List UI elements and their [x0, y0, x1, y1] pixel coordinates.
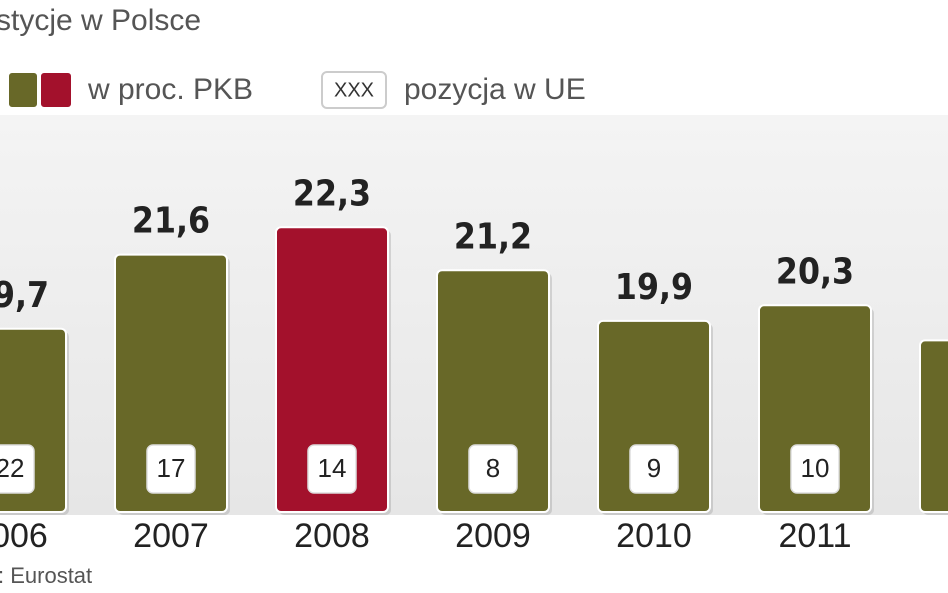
- value-label: 21,6: [132, 200, 210, 241]
- bar: [758, 304, 872, 513]
- source: : Eurostat: [0, 563, 92, 588]
- rank-box: [146, 444, 196, 494]
- rank-box: [790, 444, 840, 494]
- legend-label: w proc. PKB: [87, 73, 253, 106]
- value-label: 19,7: [0, 274, 49, 315]
- x-tick-label: 2007: [133, 517, 209, 555]
- legend-label: pozycja w UE: [404, 73, 586, 106]
- x-tick-label: 2011: [778, 517, 851, 555]
- legend-rank-sample: xxx: [334, 79, 374, 101]
- legend-swatch: [7, 71, 39, 109]
- rank-box: [307, 444, 357, 494]
- rank-box: [468, 444, 518, 494]
- x-tick-label: 2008: [294, 517, 370, 555]
- bar: [114, 253, 228, 513]
- rank-label: 10: [801, 453, 830, 483]
- rank-label: 17: [157, 453, 186, 483]
- x-tick-label: 2009: [455, 517, 531, 555]
- legend: w proc. PKB xxx pozycja w UE: [7, 71, 586, 109]
- bar: [597, 319, 711, 513]
- rank-box: [629, 444, 679, 494]
- bar: [275, 226, 389, 514]
- legend-swatch: [39, 71, 73, 109]
- rank-box: [0, 444, 35, 494]
- rank-label: 8: [486, 453, 500, 483]
- value-label: 20,3: [776, 250, 854, 291]
- rank-label: 14: [318, 453, 347, 483]
- value-label: 22,3: [293, 172, 371, 213]
- value-label: 21,2: [454, 215, 532, 256]
- value-label: 19,9: [615, 266, 693, 307]
- rank-label: 9: [647, 453, 661, 483]
- bar: [436, 269, 550, 514]
- legend-rank-box: [321, 71, 387, 109]
- x-tick-label: 2010: [616, 517, 692, 555]
- rank-label: 22: [0, 453, 24, 483]
- chart-title: stycje w Polsce: [0, 4, 201, 37]
- bar: [919, 339, 948, 513]
